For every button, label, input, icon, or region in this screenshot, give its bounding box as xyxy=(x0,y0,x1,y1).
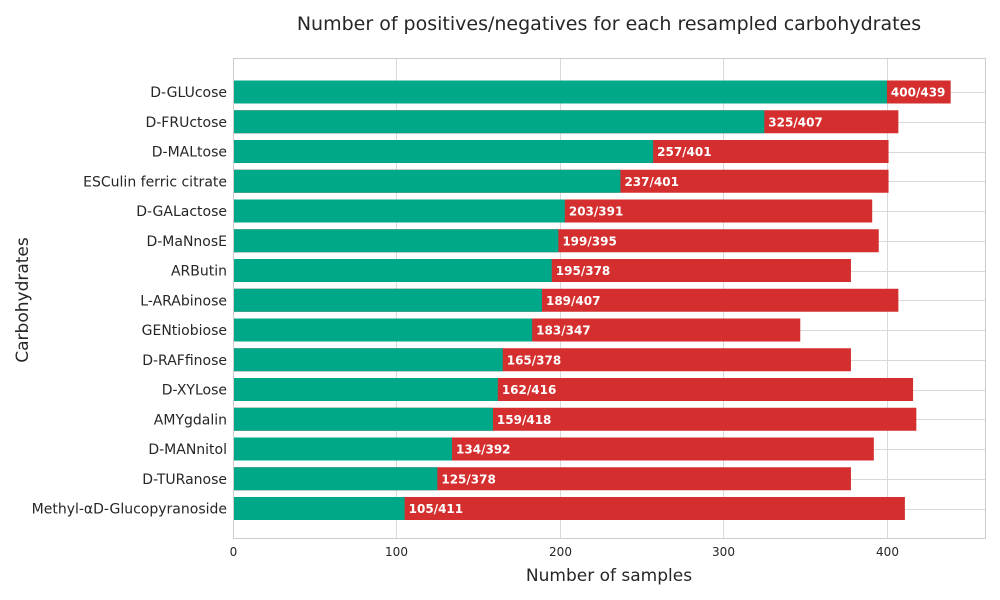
labels-layer: 0 100 200 300 400 400/439 D-GLUcose 325/407 D-FR… xyxy=(32,85,946,559)
bar-data-label: 159/418 xyxy=(497,413,551,427)
positive-bar xyxy=(233,110,765,134)
positive-bar xyxy=(233,407,493,431)
bar-data-label: 189/407 xyxy=(546,294,600,308)
positive-bar xyxy=(233,318,533,342)
bar-data-label: 400/439 xyxy=(891,86,945,100)
positive-bar xyxy=(233,437,453,461)
y-tick-label: ARButin xyxy=(171,264,227,280)
positive-bar xyxy=(233,229,559,253)
bar-data-label: 134/392 xyxy=(456,443,510,457)
x-tick-label: 0 xyxy=(230,545,238,559)
positive-bar xyxy=(233,140,654,163)
y-tick-label: D-GALactose xyxy=(136,204,227,220)
positive-bar xyxy=(233,467,438,491)
y-tick-label: D-MaNnosE xyxy=(146,234,227,250)
y-tick-label: D-FRUctose xyxy=(145,115,227,131)
y-tick-label: D-TURanose xyxy=(142,472,227,488)
bar-data-label: 237/401 xyxy=(624,175,678,189)
y-tick-label: GENtiobiose xyxy=(142,323,227,339)
y-tick-label: D-RAFfinose xyxy=(142,353,227,369)
positive-bar xyxy=(233,259,552,282)
positive-bar xyxy=(233,348,503,372)
chart-title: Number of positives/negatives for each r… xyxy=(297,13,921,35)
positive-bar xyxy=(233,199,565,223)
positive-bar xyxy=(233,169,621,193)
y-axis-label: Carbohydrates xyxy=(13,237,33,363)
x-tick-label: 300 xyxy=(712,545,735,559)
positive-bar xyxy=(233,288,542,312)
x-tick-label: 200 xyxy=(549,545,572,559)
positive-bar xyxy=(233,497,405,520)
bars-layer xyxy=(233,80,951,520)
bar-data-label: 165/378 xyxy=(507,353,561,367)
y-tick-label: Methyl-αD-Glucopyranoside xyxy=(32,502,227,518)
y-tick-label: D-XYLose xyxy=(162,383,227,399)
bar-data-label: 125/378 xyxy=(441,472,495,486)
bar-data-label: 325/407 xyxy=(768,115,822,129)
bar-data-label: 183/347 xyxy=(536,324,590,338)
x-tick-label: 400 xyxy=(876,545,899,559)
y-tick-label: AMYgdalin xyxy=(154,412,227,428)
y-tick-label: D-GLUcose xyxy=(150,85,227,101)
y-tick-label: L-ARAbinose xyxy=(140,293,227,309)
bar-data-label: 257/401 xyxy=(657,145,711,159)
y-tick-label: D-MANnitol xyxy=(148,442,227,458)
bar-data-label: 203/391 xyxy=(569,205,623,219)
bar-data-label: 105/411 xyxy=(409,502,463,516)
plot-frame xyxy=(233,58,986,539)
y-tick-label: D-MALtose xyxy=(152,145,227,161)
y-tick-label: ESCulin ferric citrate xyxy=(83,174,227,190)
bar-data-label: 162/416 xyxy=(502,383,556,397)
x-tick-label: 100 xyxy=(385,545,408,559)
x-axis-label: Number of samples xyxy=(526,566,692,586)
bar-data-label: 195/378 xyxy=(556,264,610,278)
positive-bar xyxy=(233,80,887,104)
positive-bar xyxy=(233,378,498,401)
bar-data-label: 199/395 xyxy=(562,234,616,248)
